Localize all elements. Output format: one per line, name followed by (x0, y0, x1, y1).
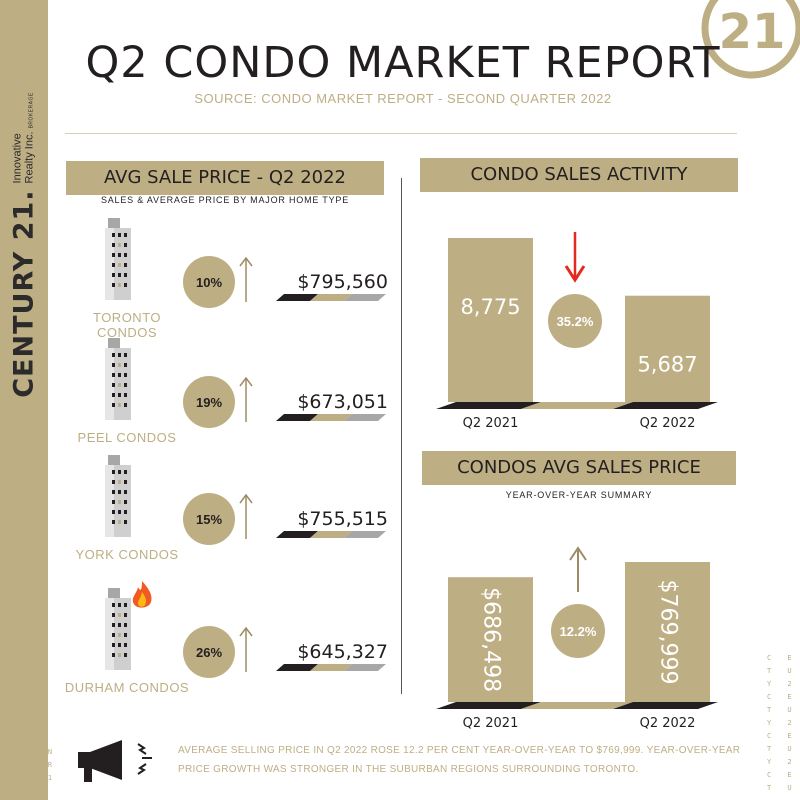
baseline-segment (436, 402, 541, 409)
avg-sale-price-header: AVG SALE PRICE - Q2 2022 (66, 161, 384, 195)
change-circle: 10% (183, 256, 235, 308)
home-type-label: DURHAM CONDOS (64, 680, 190, 695)
brand-pattern-left: C E N T U R Y 2 1 (7, 748, 59, 782)
avg-sale-price-caption: SALES & AVERAGE PRICE BY MAJOR HOME TYPE (100, 195, 350, 205)
condo-sales-activity-chart: 8,775 Q2 2021 5,687 Q2 2022 35.2% (436, 232, 718, 431)
brand-sub-line1: Innovative (11, 133, 23, 184)
arrow-up-icon (239, 256, 253, 302)
change-circle: 15% (183, 493, 235, 545)
home-type-label: PEEL CONDOS (77, 430, 177, 445)
bar-value-label: 8,775 (460, 295, 520, 319)
fire-icon (132, 581, 152, 608)
change-circle: 19% (183, 376, 235, 428)
avg-price: $645,327 (297, 641, 388, 663)
price-underline (276, 414, 386, 421)
baseline-segment (521, 402, 633, 409)
footer-line-2: PRICE GROWTH WAS STRONGER IN THE SUBURBA… (178, 764, 639, 775)
change-circle: 26% (183, 626, 235, 678)
category-label: Q2 2022 (640, 716, 696, 730)
change-label: 35.2% (557, 314, 594, 329)
change-label: 12.2% (560, 624, 597, 639)
avg-price: $673,051 (297, 391, 388, 413)
bar-value-label: $769,999 (656, 580, 681, 685)
baseline-segment (521, 702, 633, 709)
title-divider (65, 133, 737, 134)
baseline-segment (613, 702, 718, 709)
brand-wordmark: CENTURY 21. Innovative Realty Inc. BROKE… (9, 92, 40, 398)
arrow-down-icon (564, 232, 586, 283)
bar-value-label: 5,687 (637, 353, 697, 377)
category-label: Q2 2021 (463, 416, 519, 431)
arrow-up-icon (569, 546, 587, 592)
century21-logo-icon: 21 (701, 0, 800, 79)
yoy-summary-caption: YEAR-OVER-YEAR SUMMARY (505, 490, 653, 500)
bar (448, 238, 533, 402)
arrow-up-icon (239, 626, 253, 672)
avg-price: $795,560 (297, 271, 388, 293)
category-label: Q2 2021 (463, 716, 519, 730)
price-underline (276, 294, 386, 301)
baseline-segment (436, 702, 541, 709)
condo-sales-activity-header: CONDO SALES ACTIVITY (420, 158, 738, 192)
vertical-divider (401, 178, 402, 694)
brand-sidebar: CENTURY 21. Innovative Realty Inc. BROKE… (0, 0, 48, 800)
bar (448, 577, 533, 702)
logo-numeral: 21 (719, 4, 786, 60)
price-underline (276, 664, 386, 671)
arrow-up-icon (239, 493, 253, 539)
home-type-label: TORONTO CONDOS (92, 310, 162, 340)
brand-tag: BROKERAGE (28, 92, 34, 129)
brand-sub-line2: Realty Inc. (23, 131, 35, 184)
condos-avg-sales-price-chart: $686,498 Q2 2021 $769,999 Q2 2022 12.2% (436, 546, 718, 730)
brand-name: CENTURY 21. (8, 189, 40, 398)
condo-building-icon (105, 588, 131, 670)
footer-summary: AVERAGE SELLING PRICE IN Q2 2022 ROSE 12… (178, 741, 768, 779)
arrow-up-icon (239, 376, 253, 422)
category-label: Q2 2022 (640, 416, 696, 431)
home-type-label: YORK CONDOS (75, 547, 179, 562)
change-circle (551, 604, 605, 658)
condo-building-icon (105, 455, 131, 537)
footer-line-1: AVERAGE SELLING PRICE IN Q2 2022 ROSE 12… (178, 745, 741, 756)
price-underline (276, 531, 386, 538)
change-circle (548, 294, 602, 348)
brand-pattern-right: C E N T U R Y 2 1 C E N T U R Y 2 1 C E … (767, 654, 798, 792)
condos-avg-sales-price-header: CONDOS AVG SALES PRICE (422, 451, 736, 485)
bar (625, 295, 710, 402)
bar (625, 562, 710, 702)
baseline-segment (613, 402, 718, 409)
page-title: Q2 CONDO MARKET REPORT (85, 38, 721, 88)
condo-building-icon (105, 218, 131, 300)
brand-subtitle: Innovative Realty Inc. BROKERAGE (11, 92, 37, 183)
avg-price: $755,515 (297, 508, 388, 530)
condo-building-icon (105, 338, 131, 420)
megaphone-icon (78, 740, 152, 782)
bar-value-label: $686,498 (479, 587, 504, 692)
page-subtitle: SOURCE: CONDO MARKET REPORT - SECOND QUA… (194, 91, 612, 106)
